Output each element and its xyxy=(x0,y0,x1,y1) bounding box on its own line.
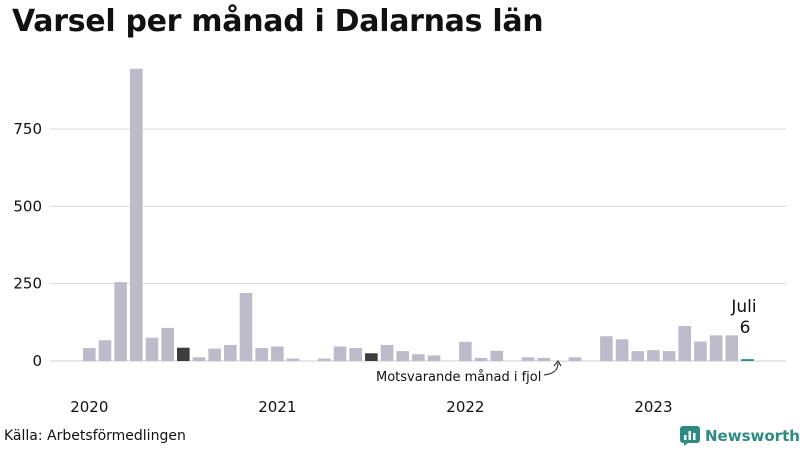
bar xyxy=(474,357,488,361)
bar xyxy=(631,351,645,361)
x-tick-label: 2021 xyxy=(258,398,296,416)
bar xyxy=(600,336,613,361)
bar xyxy=(130,68,143,362)
source-note: Källa: Arbetsförmedlingen xyxy=(4,428,186,444)
bar xyxy=(208,348,221,361)
y-tick-label: 250 xyxy=(13,275,42,293)
bar xyxy=(333,346,347,361)
bar xyxy=(349,348,362,361)
bar xyxy=(286,358,300,361)
bar xyxy=(709,335,723,361)
bar xyxy=(459,341,472,361)
bar xyxy=(380,344,394,361)
annotations: Motsvarande månad i fjol Juli 6 xyxy=(376,297,757,385)
bar xyxy=(177,347,190,361)
bar xyxy=(568,357,582,361)
chart-title: Varsel per månad i Dalarnas län xyxy=(12,4,544,39)
bar xyxy=(694,341,707,361)
bar xyxy=(192,357,206,361)
last-year-annotation: Motsvarande månad i fjol xyxy=(376,370,541,385)
brand-name: Newsworthy xyxy=(705,427,800,445)
bar xyxy=(396,351,409,361)
brand: Newsworthy xyxy=(680,426,800,446)
bar xyxy=(521,357,535,361)
x-tick-label: 2020 xyxy=(70,398,108,416)
bar xyxy=(647,350,660,361)
x-axis-ticks: 2020 2021 2022 2023 xyxy=(70,398,672,416)
y-tick-label: 500 xyxy=(13,197,42,215)
bar xyxy=(412,354,425,361)
bar xyxy=(161,327,174,361)
bar xyxy=(255,348,268,361)
bar xyxy=(114,282,127,361)
bar xyxy=(725,335,739,361)
bar xyxy=(83,348,96,361)
bar xyxy=(490,350,504,361)
last-year-arrowhead xyxy=(553,360,562,367)
bar xyxy=(239,292,253,361)
y-tick-label: 0 xyxy=(32,352,42,370)
current-value-label: 6 xyxy=(740,318,751,338)
y-tick-label: 750 xyxy=(13,120,42,138)
bar xyxy=(537,357,551,361)
bar xyxy=(678,326,692,361)
current-month-label: Juli xyxy=(730,297,756,317)
grid-lines xyxy=(50,128,786,362)
last-year-arrow xyxy=(543,362,559,376)
bar-current xyxy=(741,359,754,361)
bars xyxy=(83,68,754,362)
x-tick-label: 2023 xyxy=(634,398,672,416)
bar xyxy=(615,339,629,361)
bar xyxy=(662,351,676,361)
bar xyxy=(98,340,112,361)
bar xyxy=(271,346,284,361)
bar xyxy=(427,355,441,361)
x-tick-label: 2022 xyxy=(446,398,484,416)
bar xyxy=(224,344,237,361)
bar xyxy=(365,353,378,361)
bar xyxy=(318,358,331,361)
bar xyxy=(145,337,159,361)
y-axis-ticks: 0 250 500 750 xyxy=(13,120,42,370)
newsworthy-logo-icon xyxy=(680,426,700,446)
